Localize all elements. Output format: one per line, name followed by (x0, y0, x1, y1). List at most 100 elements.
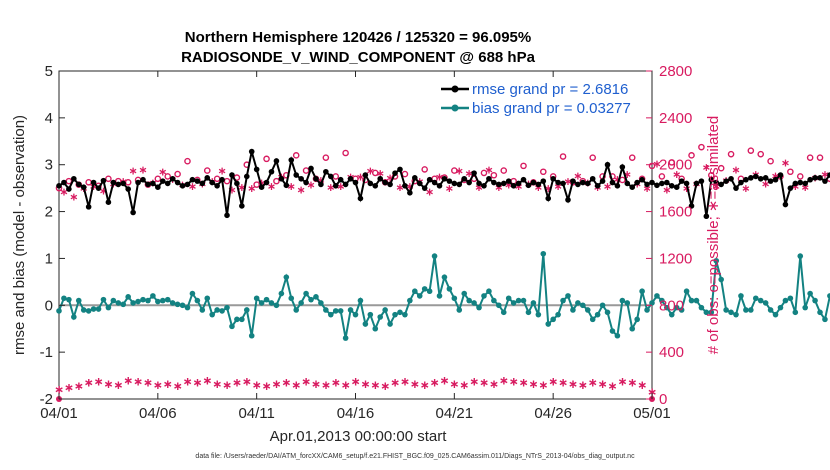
bias-point (61, 295, 67, 302)
rmse-point (787, 185, 794, 191)
rmse-point (619, 164, 626, 170)
bias-point (105, 304, 112, 311)
bias-point (471, 300, 477, 306)
bias-point (145, 297, 151, 304)
bias-point (426, 288, 433, 295)
obs-assimilated-point: ∗ (366, 165, 375, 178)
rmse-point (303, 179, 309, 186)
bias-point (253, 295, 260, 302)
rmse-point (515, 180, 522, 187)
obs-possible-point (658, 173, 666, 180)
bias-point (313, 294, 319, 300)
obs-possible-point (253, 181, 260, 188)
rmse-point (337, 176, 344, 183)
bias-point (599, 302, 606, 309)
rmse-point (436, 183, 443, 189)
bias-point (95, 306, 102, 312)
obs-possible-point (747, 147, 755, 154)
obs-low-point: ∗ (400, 374, 410, 388)
obs-assimilated-point: ∗ (504, 179, 513, 192)
rmse-point (199, 180, 206, 187)
rmse-point (802, 180, 808, 187)
obs-possible-point (292, 152, 300, 159)
rmse-point (298, 175, 304, 182)
obs-assimilated-point: ∗ (59, 186, 68, 199)
rmse-point (575, 181, 581, 188)
obs-low-point: ∗ (291, 378, 301, 392)
bias-point (66, 296, 72, 303)
rmse-series (56, 148, 830, 220)
rmse-point (179, 183, 186, 189)
rmse-point (599, 178, 606, 184)
rmse-point (71, 175, 77, 182)
bias-point (500, 309, 507, 316)
bias-point (718, 276, 724, 283)
bias-point (258, 300, 265, 306)
bias-point (565, 293, 571, 299)
obs-low-point: ∗ (192, 376, 202, 390)
obs-low-point: ∗ (94, 374, 104, 388)
obs-low-point: ∗ (390, 376, 400, 390)
bias-point (416, 293, 423, 299)
bias-point (461, 290, 468, 297)
chart-subtitle: RADIOSONDE_V_WIND_COMPONENT @ 688 hPa (181, 49, 536, 66)
obs-low-point: ∗ (301, 374, 311, 388)
bias-point (481, 293, 487, 299)
bias-point (787, 295, 794, 302)
bias-point (347, 307, 354, 313)
obs-possible-point (727, 150, 735, 158)
rmse-point (313, 175, 319, 182)
bias-point (575, 300, 581, 306)
obs-low-point: ∗ (242, 374, 252, 388)
bias-point (505, 295, 512, 302)
bias-point (456, 307, 463, 313)
obs-assimilated-point: ∗ (356, 170, 365, 183)
obs-assimilated-point: ∗ (158, 166, 167, 179)
bias-point (239, 316, 245, 323)
obs-assimilated-point: ∗ (484, 163, 493, 176)
obs-possible-point (421, 166, 428, 173)
obs-assimilated-point: ∗ (603, 180, 612, 193)
obs-low-point: ∗ (153, 378, 163, 392)
bias-point (298, 300, 304, 306)
obs-assimilated-point: ∗ (247, 182, 256, 195)
obs-assimilated-point: ∗ (376, 167, 385, 180)
obs-assimilated-point: ∗ (385, 172, 394, 185)
bias-point (476, 304, 482, 311)
obs-low-point: ∗ (588, 376, 598, 390)
bias-point (510, 300, 517, 306)
obs-possible-point (717, 164, 725, 172)
obs-low-point: ∗ (538, 378, 548, 392)
legend-bias-label: bias grand pr = 0.03277 (472, 100, 631, 117)
obs-possible-point (796, 173, 804, 180)
y-tick-label: 4 (45, 110, 53, 127)
rmse-point (594, 183, 601, 189)
rmse-point (377, 175, 384, 182)
obs-assimilated-point: ∗ (544, 182, 553, 195)
rmse-point (80, 184, 87, 191)
rmse-point (416, 180, 423, 187)
bias-point (757, 297, 764, 304)
obs-low-point: ∗ (558, 376, 568, 390)
rmse-point (283, 182, 290, 189)
bias-point (752, 295, 759, 302)
obs-low-point: ∗ (509, 374, 519, 388)
obs-possible-point (628, 154, 636, 161)
bias-point (85, 308, 92, 314)
bias-point (318, 300, 324, 306)
obs-assimilated-point: ∗ (682, 182, 691, 195)
rmse-point (456, 181, 463, 188)
bias-point (273, 302, 280, 309)
obs-low-point: ∗ (222, 378, 232, 392)
rmse-point (392, 170, 398, 176)
obs-assimilated-point: ∗ (445, 182, 454, 195)
obs-possible-point (371, 169, 379, 177)
obs-low-point: ∗ (202, 373, 212, 387)
bias-point (412, 288, 418, 295)
obs-assimilated-point: ∗ (99, 184, 108, 197)
rmse-point (125, 186, 131, 192)
bias-point (693, 297, 700, 304)
obs-assimilated-point: ∗ (138, 163, 147, 176)
obs-possible-point (164, 173, 172, 180)
